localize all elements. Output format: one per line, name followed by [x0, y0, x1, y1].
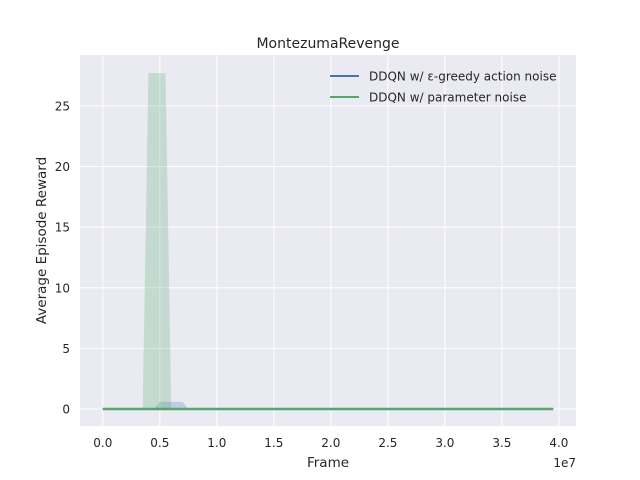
y-tick-label: 0	[62, 403, 70, 417]
y-tick-label: 15	[55, 221, 70, 235]
x-tick-label: 4.0	[549, 436, 568, 450]
plot-area	[80, 55, 576, 426]
x-tick-labels: 0.0 0.5 1.0 1.5 2.0 2.5 3.0 3.5 4.0	[93, 436, 568, 450]
x-axis-label: Frame	[307, 455, 349, 471]
x-tick-label: 0.5	[150, 436, 169, 450]
x-tick-label: 2.5	[378, 436, 397, 450]
x-tick-label: 3.0	[435, 436, 454, 450]
band-parameter-noise	[102, 73, 554, 410]
x-tick-label: 3.5	[492, 436, 511, 450]
legend-label-parameter-noise: DDQN w/ parameter noise	[369, 91, 526, 105]
x-tick-label: 2.0	[321, 436, 340, 450]
y-tick-label: 5	[62, 342, 70, 356]
x-axis-offset-label: 1e7	[553, 456, 576, 470]
y-tick-label: 10	[55, 281, 70, 295]
y-tick-label: 25	[55, 99, 70, 113]
y-tick-label: 20	[55, 160, 70, 174]
confidence-bands	[102, 73, 554, 410]
x-tick-label: 1.0	[207, 436, 226, 450]
chart-title: MontezumaRevenge	[256, 36, 399, 52]
legend-label-epsilon-greedy: DDQN w/ ε-greedy action noise	[369, 70, 556, 84]
grid	[80, 55, 576, 426]
x-tick-label: 1.5	[264, 436, 283, 450]
x-tick-label: 0.0	[93, 436, 112, 450]
legend: DDQN w/ ε-greedy action noise DDQN w/ pa…	[330, 70, 556, 105]
y-tick-labels: 0 5 10 15 20 25	[55, 99, 70, 416]
y-axis-label: Average Episode Reward	[34, 157, 50, 324]
